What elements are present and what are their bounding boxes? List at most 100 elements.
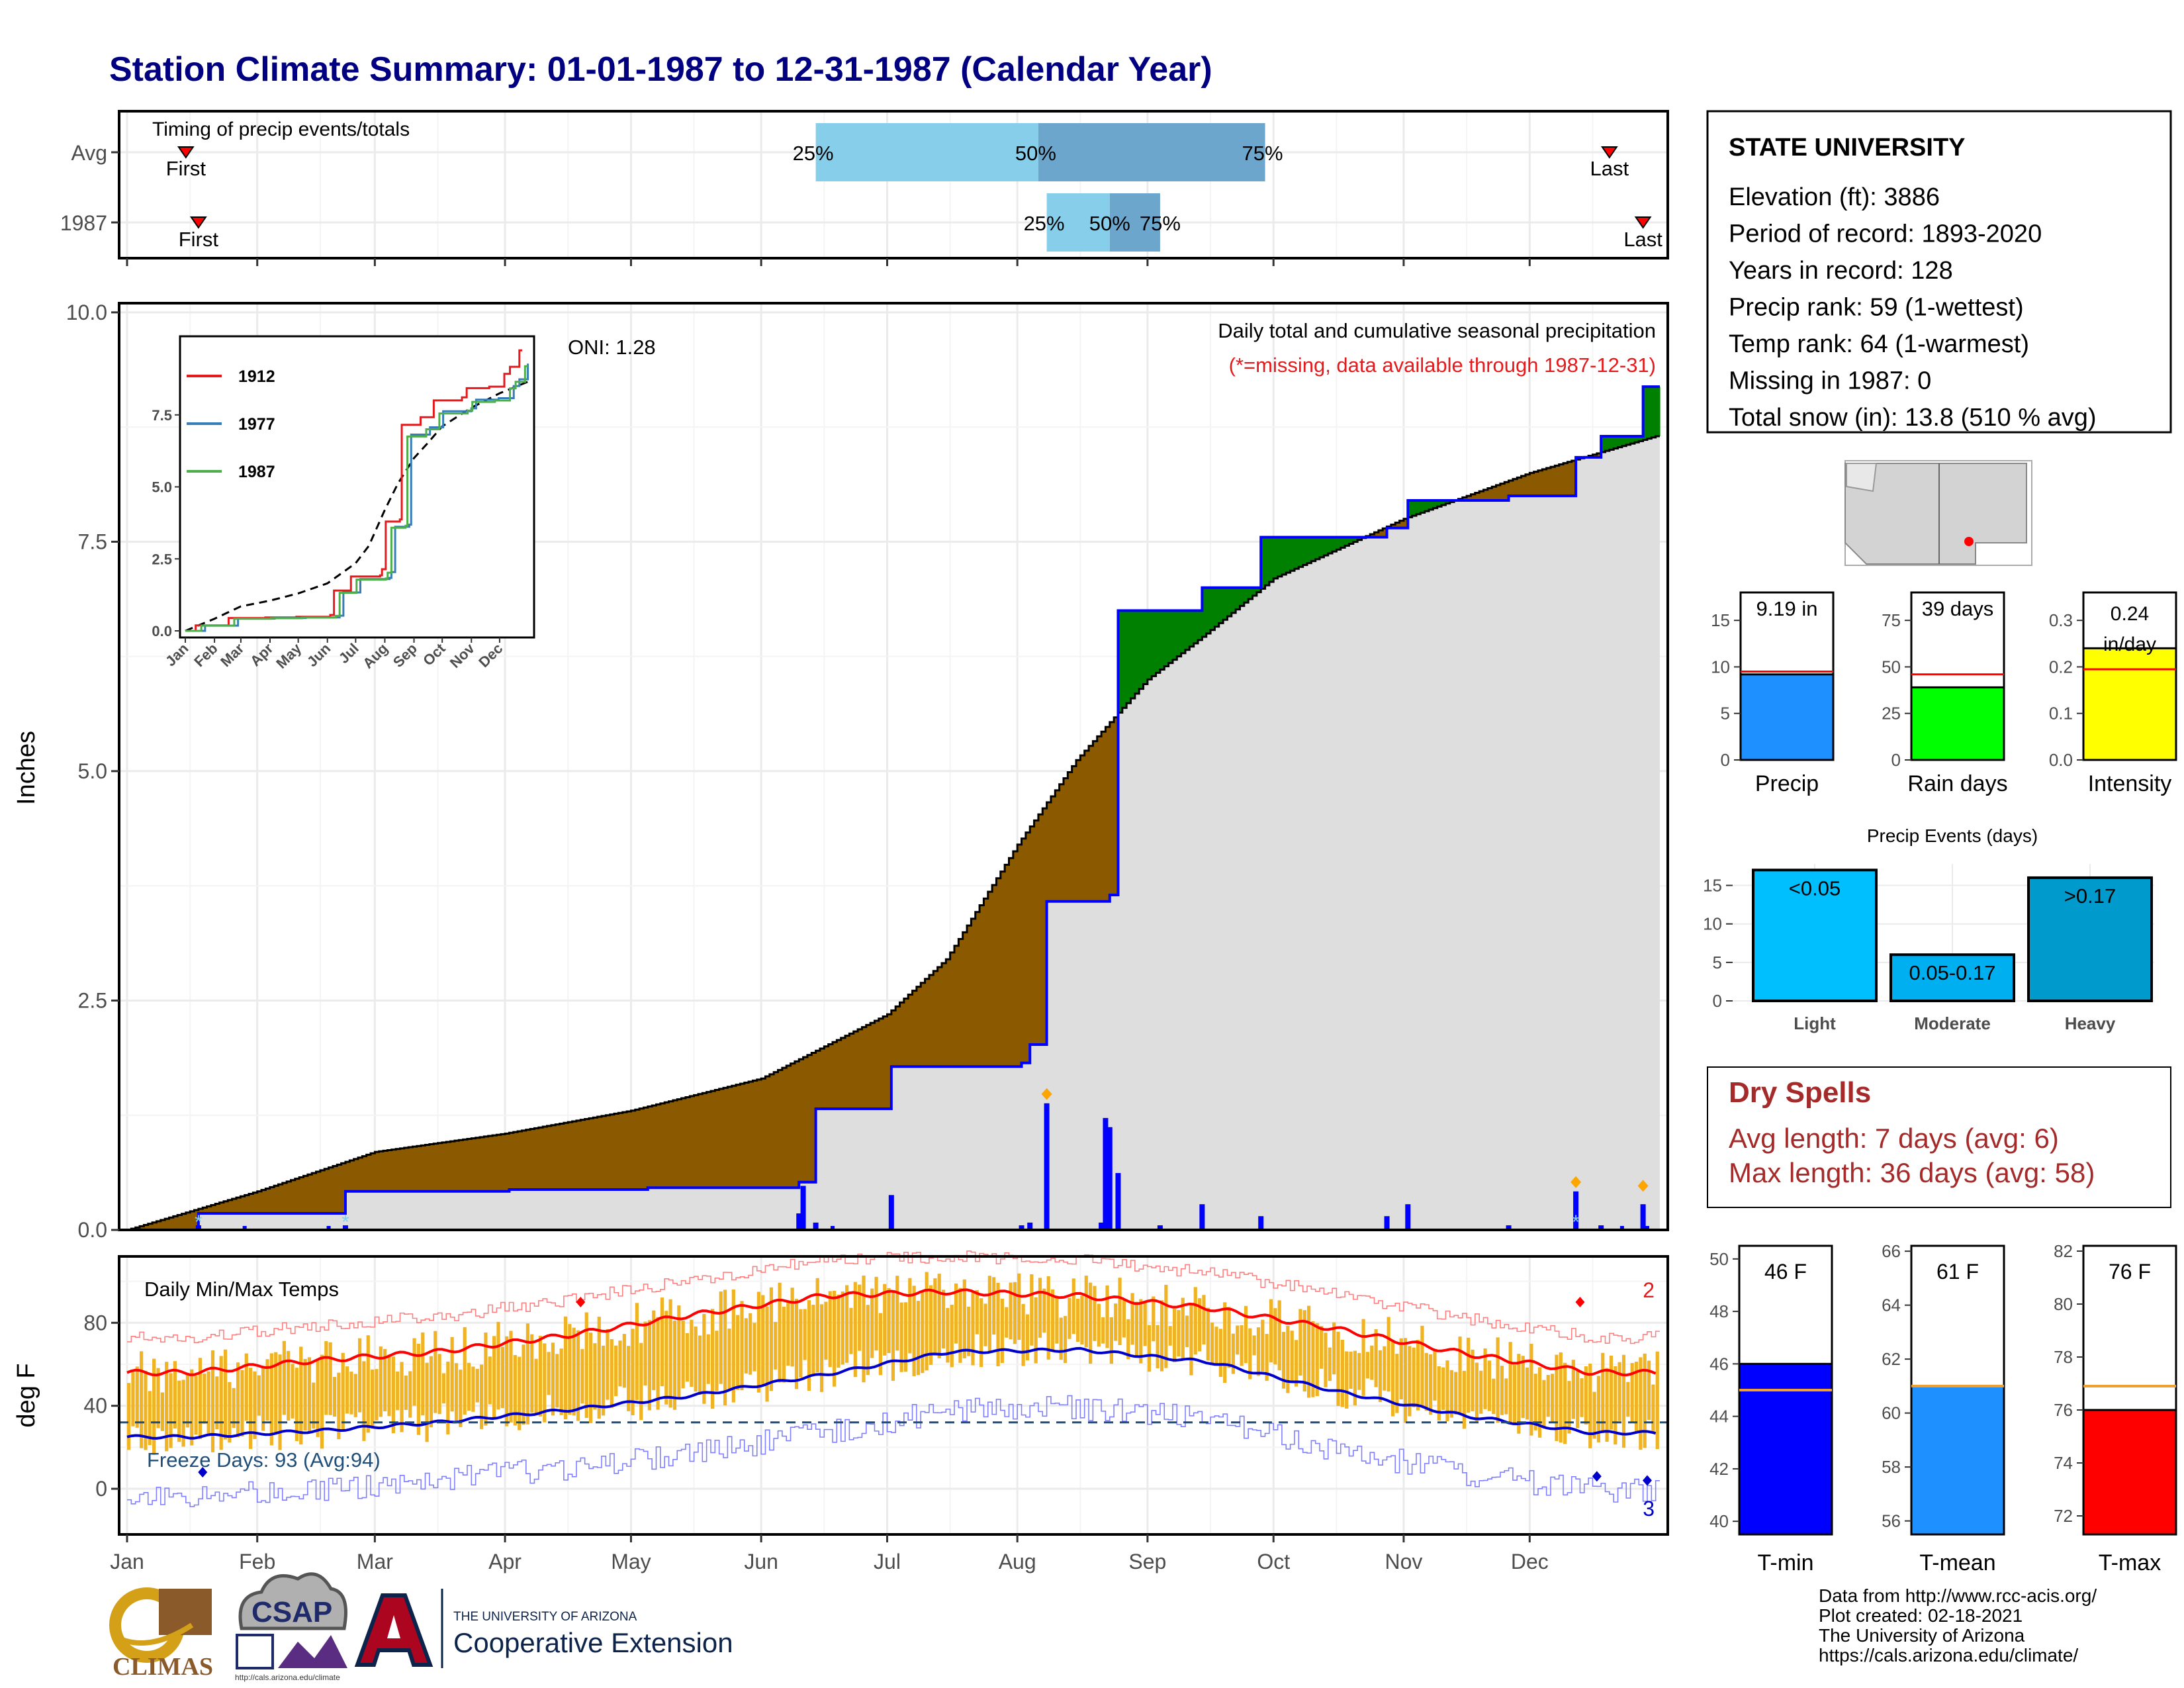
inset-y-tick-label: 2.5 (152, 551, 172, 567)
record-low-count: 3 (1643, 1497, 1655, 1521)
precip-events-bar-label: >0.17 (2064, 884, 2116, 908)
timing-bar-q25-q50 (1046, 193, 1110, 252)
precip-deficit-area (165, 1219, 170, 1230)
timing-q25-label: 25% (793, 142, 834, 165)
timing-panel: Timing of precip events/totals Avg 1987 … (60, 110, 1669, 259)
daily-temp-bar (849, 1307, 853, 1354)
precip-surplus-area (1130, 610, 1136, 699)
precip-deficit-area (706, 1092, 711, 1188)
timing-first-marker (177, 146, 195, 159)
daily-temp-bar (1433, 1350, 1437, 1401)
daily-temp-bar (450, 1336, 454, 1412)
daily-temp-bar (1390, 1341, 1395, 1417)
avg-max-temp-line (126, 1288, 1657, 1377)
precip-surplus-area (1244, 587, 1249, 603)
trace-precip-bar (242, 1226, 247, 1230)
daily-temp-bar (1193, 1287, 1197, 1355)
daily-temp-bar (874, 1276, 878, 1351)
mini-temp-label: T-mean (1919, 1550, 1995, 1575)
daily-temp-bar (127, 1383, 131, 1450)
precip-deficit-area (866, 1025, 871, 1109)
daily-temp-bar (459, 1370, 463, 1427)
dry-spells-box: Dry Spells Avg length: 7 days (avg: 6) M… (1707, 1066, 2171, 1208)
timing-q75-label: 75% (1242, 142, 1283, 165)
precip-deficit-area (937, 966, 942, 1067)
daily-temp-bar (1655, 1351, 1659, 1449)
precip-y-axis-label: Inches (13, 731, 40, 805)
precip-deficit-area (1068, 772, 1073, 902)
precip-deficit-area (522, 1130, 527, 1190)
trace-precip-bar (326, 1226, 331, 1230)
precip-deficit-area (941, 963, 946, 1067)
daily-temp-bar (181, 1380, 185, 1447)
precip-deficit-area (210, 1205, 216, 1214)
precip-deficit-area (719, 1088, 724, 1188)
precip-deficit-area (736, 1084, 741, 1188)
daily-temp-bar (547, 1352, 551, 1395)
precip-deficit-area (803, 1056, 808, 1182)
precip-deficit-area (744, 1082, 749, 1188)
daily-temp-bar (878, 1313, 882, 1376)
daily-temp-bar (837, 1294, 841, 1368)
precip-deficit-area (383, 1150, 388, 1192)
daily-temp-bar (610, 1338, 614, 1408)
daily-temp-bar (375, 1369, 379, 1421)
daily-temp-bar (1458, 1336, 1462, 1413)
daily-temp-bar (664, 1311, 668, 1405)
daily-temp-bar (1353, 1350, 1357, 1406)
precip-deficit-area (160, 1219, 165, 1230)
precip-deficit-area (328, 1167, 334, 1214)
precip-deficit-area (765, 1076, 770, 1188)
precip-deficit-area (173, 1216, 178, 1230)
daily-temp-bar (731, 1289, 735, 1403)
daily-temp-bar (287, 1350, 291, 1421)
mini-temp-tick-label: 60 (1882, 1403, 1901, 1423)
daily-temp-bar (706, 1334, 710, 1384)
daily-temp-bar (756, 1291, 760, 1393)
mini-temp-bar (1738, 1362, 1833, 1536)
precip-deficit-area (929, 974, 934, 1067)
precip-deficit-area (1038, 814, 1043, 1045)
daily-temp-bar (173, 1361, 177, 1429)
station-info-line: Years in record: 128 (1729, 257, 1953, 285)
precip-surplus-area (1647, 387, 1652, 439)
daily-temp-bar (1210, 1322, 1214, 1364)
daily-temp-bar (165, 1362, 169, 1452)
precip-surplus-area (1189, 610, 1195, 647)
daily-temp-bar (131, 1372, 135, 1427)
precip-deficit-area (240, 1196, 246, 1214)
daily-temp-bar (1643, 1353, 1647, 1448)
precip-deficit-area (206, 1206, 212, 1214)
precip-deficit-area (887, 1014, 892, 1109)
precip-surplus-area (1605, 436, 1610, 451)
daily-temp-bar (647, 1320, 652, 1411)
daily-temp-bar (819, 1304, 824, 1392)
precip-surplus-area (1336, 537, 1342, 550)
daily-temp-bar (1576, 1370, 1580, 1429)
daily-temp-bar (694, 1326, 698, 1392)
daily-temp-bar (1152, 1296, 1156, 1342)
daily-temp-bar (941, 1289, 946, 1349)
daily-temp-bar (1156, 1325, 1160, 1369)
record-low-marker (1642, 1475, 1652, 1486)
precip-deficit-area (375, 1152, 380, 1192)
daily-precip-bar (1107, 1127, 1113, 1230)
precip-deficit-area (1034, 820, 1039, 1045)
daily-temp-bar (690, 1319, 694, 1387)
daily-temp-bar (1248, 1328, 1252, 1380)
precip-surplus-area (1298, 537, 1304, 567)
inset-y-tick-label: 5.0 (152, 479, 172, 496)
precip-y-tick-label: 10.0 (66, 301, 107, 324)
daily-temp-bar (668, 1299, 672, 1408)
daily-temp-bar (1467, 1337, 1471, 1413)
precip-y-tick-label: 7.5 (78, 530, 107, 553)
daily-temp-bar (1118, 1278, 1122, 1345)
daily-temp-bar (1551, 1374, 1555, 1422)
daily-temp-bar (614, 1345, 618, 1397)
precip-deficit-area (1374, 532, 1379, 538)
precip-deficit-area (912, 990, 917, 1067)
daily-temp-bar (475, 1368, 479, 1403)
daily-temp-bar (975, 1289, 979, 1335)
daily-temp-bar (337, 1372, 341, 1440)
